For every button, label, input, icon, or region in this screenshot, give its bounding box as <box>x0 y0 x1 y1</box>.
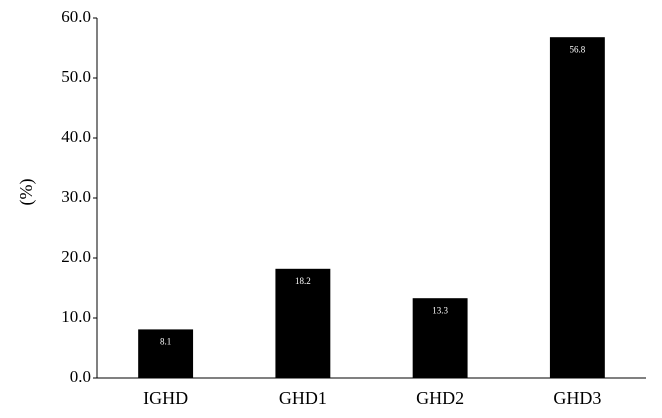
value-label: 18.2 <box>295 276 311 286</box>
x-tick-label: GHD2 <box>416 388 464 408</box>
bar <box>275 268 331 378</box>
value-label: 13.3 <box>432 305 448 315</box>
y-tick-label: 10.0 <box>61 307 91 326</box>
y-tick-label: 50.0 <box>61 67 91 86</box>
value-label: 56.8 <box>570 44 586 54</box>
bar <box>412 298 468 378</box>
value-label: 8.1 <box>160 336 171 346</box>
y-tick-label: 40.0 <box>61 127 91 146</box>
y-tick-label: 60.0 <box>61 7 91 26</box>
y-tick-label: 30.0 <box>61 187 91 206</box>
bar <box>549 37 605 378</box>
bar <box>138 329 194 378</box>
x-tick-label: GHD1 <box>279 388 327 408</box>
x-tick-label: IGHD <box>143 388 188 408</box>
x-tick-label: GHD3 <box>553 388 601 408</box>
y-tick-label: 20.0 <box>61 247 91 266</box>
y-tick-label: 0.0 <box>70 367 91 386</box>
y-axis-label: (%) <box>16 179 37 206</box>
